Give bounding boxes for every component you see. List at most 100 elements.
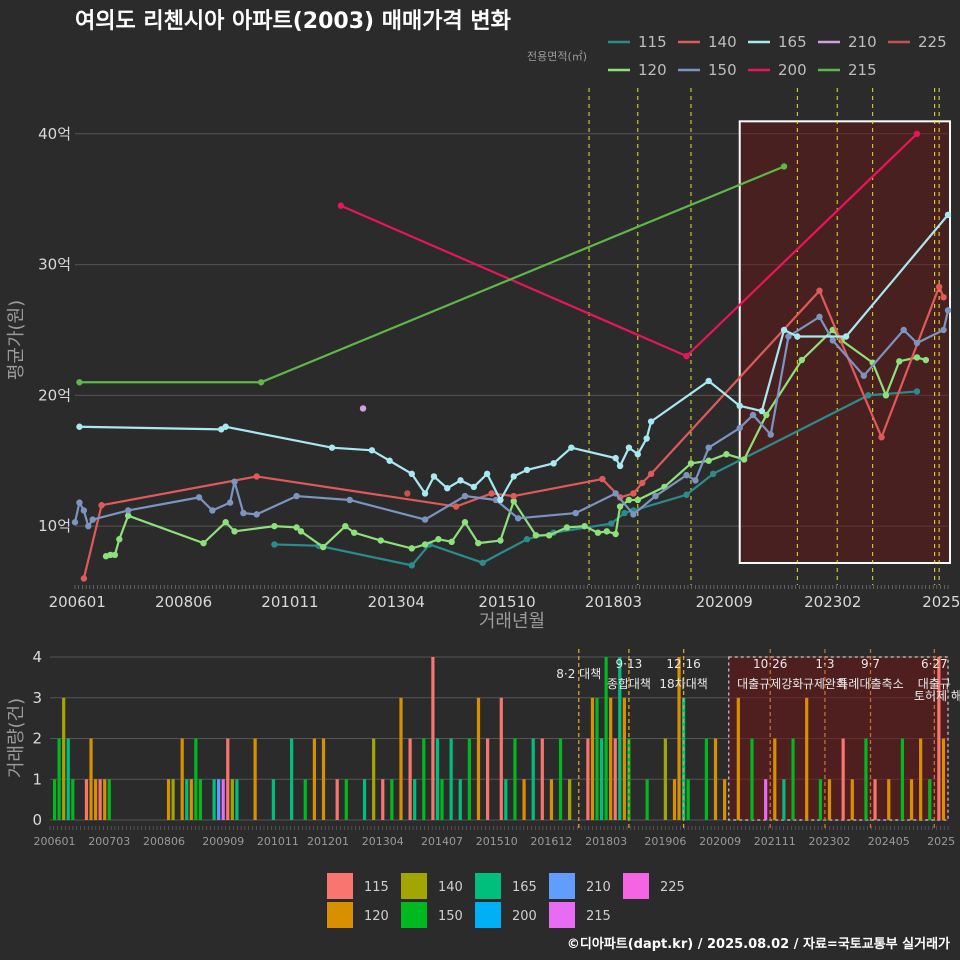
volume-axis-label: 거래량(건) — [6, 698, 27, 778]
legend-label-210: 210 — [848, 33, 877, 51]
series-point-150 — [767, 431, 774, 438]
volume-bar — [713, 738, 718, 820]
series-point-150 — [421, 516, 429, 523]
volume-bar — [321, 738, 326, 820]
volume-bar — [312, 738, 316, 820]
volume-x-tick-label: 202111 — [754, 835, 796, 848]
series-point-150 — [692, 477, 699, 484]
volume-bar — [941, 738, 946, 820]
bar-legend-label-225: 225 — [660, 880, 685, 895]
series-point-120 — [882, 392, 890, 399]
series-point-120 — [740, 456, 748, 463]
series-point-165 — [758, 407, 766, 415]
volume-bar — [558, 738, 563, 820]
volume-bar — [467, 738, 471, 820]
series-point-150 — [683, 471, 690, 479]
series-point-120 — [271, 522, 278, 530]
series-point-120 — [107, 551, 114, 559]
volume-bar — [677, 657, 681, 820]
volume-bar — [381, 779, 385, 820]
series-point-150 — [240, 509, 247, 517]
volume-bar — [289, 738, 294, 820]
series-point-165 — [76, 423, 83, 430]
annotation-text: 토허제 해제 — [914, 689, 960, 703]
series-point-120 — [497, 537, 504, 544]
volume-bar — [335, 779, 339, 820]
series-point-150 — [785, 333, 792, 340]
series-point-165 — [408, 470, 415, 478]
volume-bar — [750, 738, 754, 820]
volume-bar — [422, 738, 426, 820]
volume-x-tick-label: 2025 — [927, 835, 955, 848]
series-line-150 — [73, 310, 950, 529]
series-point-140 — [488, 490, 495, 497]
series-point-150 — [253, 511, 260, 518]
series-point-120 — [377, 537, 384, 544]
annotation-date: 9·13 — [616, 657, 643, 671]
series-point-150 — [231, 478, 238, 485]
volume-x-tick-label: 202009 — [699, 835, 741, 848]
y-tick-label: 40억 — [38, 125, 71, 143]
volume-bar — [230, 779, 234, 820]
series-point-165 — [944, 211, 952, 219]
series-point-150 — [492, 496, 500, 504]
series-point-150 — [80, 507, 88, 514]
policy-annotations: 8·2 대책 9·13 종합대책 12·16 18차대책 10·26 대출규제강화 1·3 규제… — [556, 649, 960, 828]
series-point-210 — [359, 405, 367, 412]
bar-legend-label-165: 165 — [512, 880, 537, 895]
volume-bar — [590, 697, 595, 820]
legend-label-165: 165 — [778, 33, 807, 51]
series-point-150 — [913, 339, 921, 347]
y-axis-label: 평균가(원) — [6, 300, 27, 380]
bar-legend-swatch-120 — [327, 902, 353, 928]
volume-bar — [645, 779, 649, 820]
series-point-120 — [293, 524, 300, 531]
series-point-120 — [723, 451, 730, 458]
volume-bar — [103, 779, 107, 820]
series-point-140 — [599, 475, 606, 483]
legend-label-200: 200 — [778, 61, 807, 79]
series-point-150 — [226, 499, 234, 506]
legend-label-140: 140 — [708, 33, 737, 51]
volume-bar — [440, 779, 444, 820]
bar-legend-swatch-200 — [475, 902, 501, 928]
volume-bar — [909, 779, 914, 820]
series-point-120 — [421, 541, 429, 548]
series-point-140 — [878, 434, 885, 441]
volume-bar — [212, 779, 216, 820]
volume-x-tick-label: 200601 — [34, 835, 76, 848]
series-point-140 — [253, 473, 260, 480]
volume-bar — [499, 697, 503, 820]
x-axis-label: 거래년월 — [479, 611, 545, 632]
volume-bar — [66, 738, 70, 820]
volume-bar — [198, 779, 203, 820]
volume-bar — [372, 738, 376, 820]
volume-bar — [344, 779, 348, 820]
volume-bar — [303, 779, 307, 820]
series-point-165 — [470, 483, 478, 491]
annotation-text: 특례대출축소 — [837, 677, 903, 691]
series-point-165 — [612, 454, 619, 462]
series-point-140 — [452, 503, 460, 510]
volume-bar — [408, 738, 412, 820]
series-point-120 — [342, 522, 349, 530]
series-point-165 — [616, 462, 624, 470]
volume-bar — [764, 779, 768, 820]
series-point-120 — [200, 539, 207, 547]
series-point-115 — [709, 470, 717, 478]
volume-bar — [221, 779, 225, 820]
bar-legend-label-200: 200 — [512, 909, 537, 924]
volume-y-tick-label: 4 — [32, 648, 42, 666]
series-point-120 — [231, 528, 238, 535]
series-point-165 — [625, 444, 633, 451]
bottom-legend: 115 140 165 210 225 120 150 200 215 — [327, 873, 685, 928]
volume-bar — [531, 738, 535, 820]
annotation-date: 8·2 대책 — [556, 666, 601, 681]
volume-x-tick-label: 201906 — [644, 835, 686, 848]
series-point-150 — [944, 307, 952, 314]
top-gridlines: 10억 20억 30억 40억 — [38, 125, 948, 535]
series-point-120 — [319, 543, 327, 551]
series-point-150 — [630, 511, 637, 518]
series-point-140 — [80, 575, 88, 582]
